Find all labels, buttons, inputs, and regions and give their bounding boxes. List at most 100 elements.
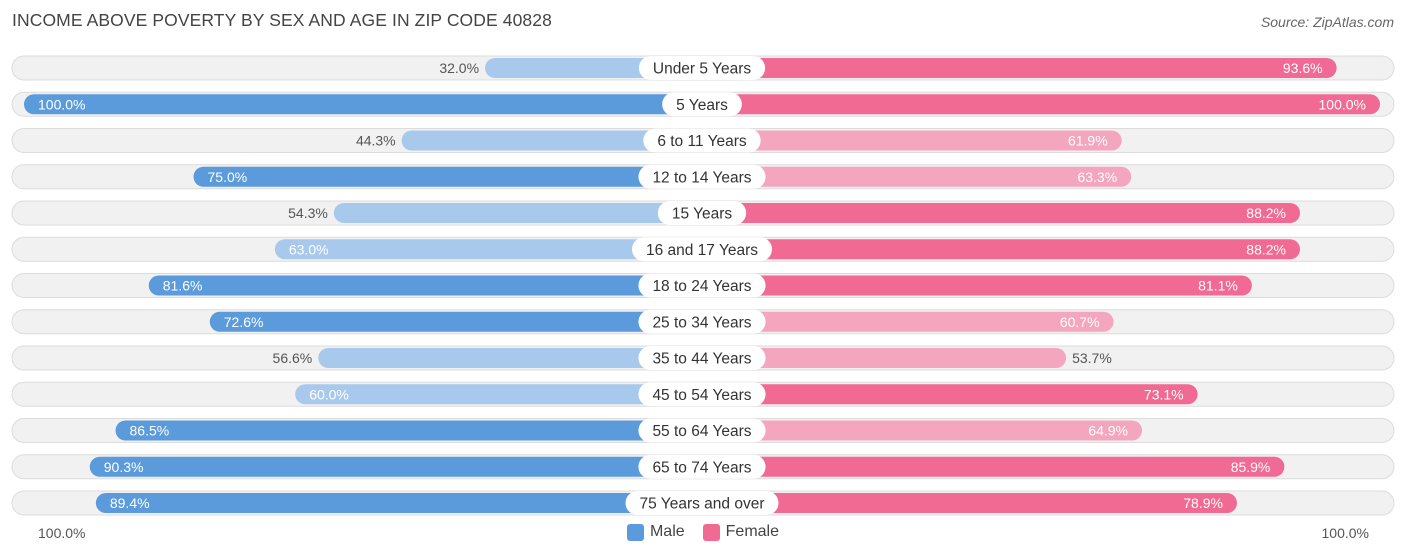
category-label: 25 to 34 Years [652,314,751,331]
bar-female [702,275,1252,296]
category-label: 16 and 17 Years [646,242,758,259]
category-label: 75 Years and over [640,496,765,513]
chart-area: 32.0% 93.6% Under 5 Years 100.0% 100.0% 5 Yea… [11,55,1395,516]
data-label-female: 88.2% [1246,241,1286,257]
data-label-female: 60.7% [1060,314,1100,330]
category-label: 35 to 44 Years [652,351,751,368]
bar-female [702,311,1114,332]
bar-female [702,239,1300,260]
bar-male [24,94,702,115]
data-label-female: 93.6% [1283,60,1323,76]
bar-male [401,130,702,151]
category-pill [638,454,766,479]
category-pill [638,309,766,334]
axis-left-label: 100.0% [38,525,86,541]
category-pill [638,382,766,407]
chart-row: 44.3% 61.9% 6 to 11 Years [11,128,1395,153]
category-label: 55 to 64 Years [652,423,751,440]
bar-male [115,420,702,441]
category-pill [638,164,766,189]
bar-male [209,311,702,332]
data-label-female: 85.9% [1231,459,1271,475]
chart-row: 81.6% 81.1% 18 to 24 Years [11,273,1395,298]
data-label-male: 56.6% [273,350,313,366]
category-pill [662,92,742,117]
bar-male [95,493,703,513]
axis-right-label: 100.0% [1321,525,1369,541]
category-pill [638,273,766,298]
bar-male [274,239,702,260]
source-label: Source: ZipAtlas.com [1260,14,1394,30]
bar-female [702,420,1143,441]
data-label-male: 32.0% [439,60,479,76]
category-pill [638,56,766,80]
legend-label-female: Female [725,523,780,540]
category-label: 12 to 14 Years [652,169,751,186]
bar-female [702,493,1237,513]
data-label-male: 86.5% [130,423,170,439]
category-label: Under 5 Years [653,61,751,78]
category-pill [657,201,747,225]
data-label-female: 100.0% [1319,96,1366,112]
data-label-female: 73.1% [1144,386,1184,402]
bar-male [193,166,702,187]
data-label-female: 78.9% [1183,495,1223,511]
chart-row: 32.0% 93.6% Under 5 Years [11,55,1395,81]
category-label: 18 to 24 Years [652,278,751,295]
category-pill [638,418,766,443]
bar-female [702,203,1300,223]
chart-row: 100.0% 100.0% 5 Years [11,91,1395,117]
bar-female [702,58,1337,78]
bar-female [702,130,1122,151]
chart-row: 75.0% 63.3% 12 to 14 Years [11,164,1395,190]
bar-male [318,348,702,368]
data-label-male: 44.3% [356,133,396,149]
category-label: 65 to 74 Years [652,459,751,476]
data-label-male: 75.0% [208,169,248,185]
bar-male [148,275,702,296]
legend-swatch-female [702,523,720,541]
bar-female [702,456,1285,477]
chart-row: 90.3% 85.9% 65 to 74 Years [11,454,1395,480]
data-label-male: 54.3% [288,205,328,221]
category-label: 5 Years [676,97,728,114]
bar-female [702,348,1067,368]
data-label-male: 89.4% [110,495,150,511]
data-label-male: 63.0% [289,241,329,257]
chart-row: 54.3% 88.2% 15 Years [11,200,1395,226]
data-label-female: 63.3% [1077,169,1117,185]
data-label-female: 88.2% [1246,205,1286,221]
chart-row: 56.6% 53.7% 35 to 44 Years [11,345,1395,371]
data-label-male: 72.6% [224,314,264,330]
category-pill [638,346,766,370]
legend-swatch-male [626,523,644,541]
chart-row: 86.5% 64.9% 55 to 64 Years [11,418,1395,443]
chart-row: 60.0% 73.1% 45 to 54 Years [11,381,1395,407]
category-pill [625,491,779,515]
bar-female [702,384,1198,405]
bar-female [702,94,1380,115]
chart-title: INCOME ABOVE POVERTY BY SEX AND AGE IN Z… [12,10,552,30]
data-label-male: 100.0% [38,96,85,112]
chart-row: 89.4% 78.9% 75 Years and over [11,490,1395,516]
legend: Male Female [0,523,1406,541]
chart-row: 63.0% 88.2% 16 and 17 Years [11,236,1395,262]
chart-row: 72.6% 60.7% 25 to 34 Years [11,309,1395,335]
data-label-female: 61.9% [1068,133,1108,149]
data-label-male: 60.0% [309,386,349,402]
bar-male [333,203,702,223]
data-label-female: 53.7% [1072,350,1112,366]
category-pill [643,128,761,153]
legend-item-female[interactable]: Female [702,523,780,541]
data-label-female: 81.1% [1198,278,1238,294]
bar-male [295,384,702,405]
data-label-male: 81.6% [163,278,203,294]
legend-item-male[interactable]: Male [626,523,685,541]
legend-label-male: Male [649,523,685,540]
category-label: 45 to 54 Years [652,387,751,404]
data-label-male: 90.3% [104,459,144,475]
category-label: 6 to 11 Years [657,133,747,150]
category-pill [631,237,773,262]
bar-male [89,456,703,477]
bar-female [702,166,1132,187]
